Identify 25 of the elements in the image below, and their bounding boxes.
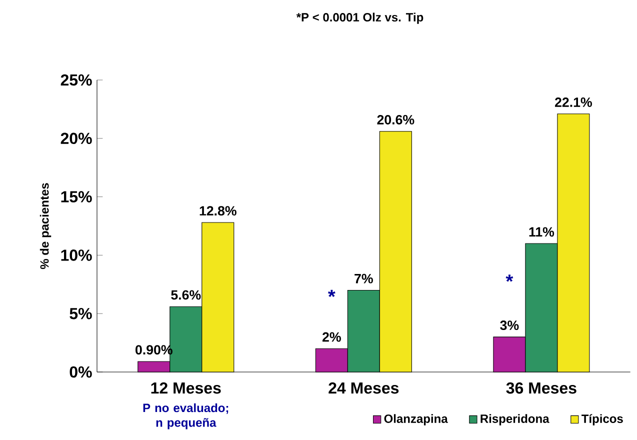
data-label: 3%	[500, 320, 519, 330]
chart-title: *P < 0.0001 Olz vs. Tip	[296, 12, 424, 24]
data-label: 22.1%	[554, 98, 592, 107]
x-tick-label: 12 Meses	[151, 382, 221, 394]
annotation: *	[506, 274, 514, 282]
x-tick-label: 24 Meses	[328, 382, 399, 394]
legend-label: Típicos	[582, 414, 623, 426]
x-tick-label: 36 Meses	[506, 382, 576, 394]
y-tick-label: 15%	[61, 191, 92, 202]
legend-label: Olanzapina	[384, 414, 448, 426]
y-tick-label: 20%	[60, 132, 92, 144]
data-label: 7%	[354, 274, 373, 284]
data-label: 2%	[322, 332, 341, 342]
y-tick-label: 5%	[70, 308, 92, 320]
y-axis-title: % de pacientes	[40, 183, 52, 270]
y-tick-label: 0%	[70, 366, 92, 378]
annotation: *	[328, 290, 336, 297]
y-tick-label: 25%	[60, 74, 92, 86]
y-tick-label: 10%	[61, 250, 92, 261]
data-label: 5.6%	[171, 290, 201, 300]
data-label: 11%	[529, 227, 554, 237]
data-label: 12.8%	[200, 206, 236, 216]
text: P no evaluado; n pequeña	[143, 403, 228, 430]
legend-label: Risperidona	[480, 414, 550, 426]
data-label: 20.6%	[377, 115, 414, 124]
